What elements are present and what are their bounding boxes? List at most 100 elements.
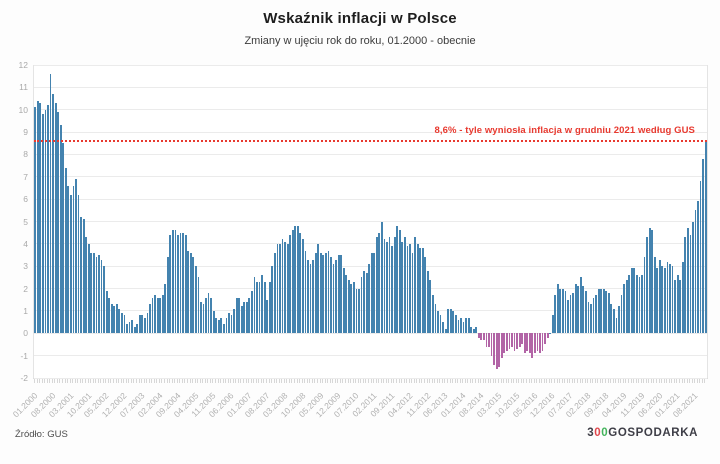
x-axis-tick — [235, 379, 237, 383]
gridline — [34, 377, 707, 379]
bar — [669, 263, 671, 334]
x-axis-tick — [227, 379, 229, 383]
gridline — [34, 221, 707, 222]
gridline — [34, 332, 707, 334]
bar — [230, 315, 233, 334]
x-axis-tick — [286, 379, 288, 383]
bar — [579, 277, 582, 334]
x-axis-tick — [431, 379, 433, 383]
bar — [439, 315, 442, 334]
x-axis-tick — [44, 379, 46, 383]
bar — [202, 304, 205, 334]
x-axis-tick — [684, 379, 686, 383]
x-axis-tick — [258, 379, 260, 383]
x-axis-tick — [171, 379, 173, 383]
x-axis-tick — [556, 379, 558, 383]
bar — [322, 255, 325, 334]
bar — [235, 297, 238, 334]
gridline — [34, 176, 707, 178]
x-axis-tick — [564, 379, 566, 383]
x-axis-tick — [204, 379, 206, 383]
x-axis-tick — [559, 379, 561, 383]
bar — [34, 107, 37, 334]
bar — [138, 315, 141, 334]
x-axis-tick — [533, 379, 535, 383]
x-axis-tick — [671, 379, 673, 383]
bar — [177, 234, 179, 334]
bar — [699, 181, 702, 334]
x-axis-tick — [41, 379, 43, 383]
bar — [625, 279, 628, 334]
x-axis-tick — [390, 379, 392, 383]
bar — [551, 315, 554, 334]
x-axis-tick — [444, 379, 446, 383]
bar — [702, 158, 705, 334]
x-axis-tick — [54, 379, 56, 383]
bar — [261, 275, 264, 334]
bar — [268, 281, 271, 334]
bar — [317, 243, 320, 334]
bar — [98, 255, 100, 334]
x-axis-tick — [192, 379, 194, 383]
x-axis-tick — [418, 379, 420, 383]
x-axis-tick — [97, 379, 99, 383]
x-axis-tick — [230, 379, 232, 383]
bar — [281, 239, 284, 334]
bar — [432, 295, 434, 334]
bar — [273, 252, 276, 334]
bar — [319, 252, 322, 334]
bar — [630, 268, 633, 334]
bar — [564, 290, 567, 334]
bar — [304, 250, 307, 334]
x-axis-tick — [561, 379, 563, 383]
x-axis-tick — [668, 379, 670, 383]
bar — [166, 257, 169, 334]
x-axis-tick — [503, 379, 505, 383]
bar — [572, 293, 575, 334]
bar — [276, 243, 279, 334]
bar — [406, 246, 409, 334]
bar — [67, 185, 70, 334]
bar — [597, 288, 600, 334]
x-axis-tick — [141, 379, 143, 383]
bar — [403, 237, 406, 334]
bar — [694, 210, 697, 334]
x-axis-tick — [39, 379, 41, 383]
x-axis-tick — [347, 379, 349, 383]
bar — [605, 290, 608, 334]
bar — [207, 293, 210, 334]
bar — [131, 319, 134, 334]
bar — [584, 290, 587, 334]
bar — [136, 324, 139, 334]
bar — [373, 252, 376, 334]
bar — [149, 304, 151, 334]
x-axis-tick — [243, 379, 245, 383]
bar — [574, 284, 577, 334]
x-axis-tick — [640, 379, 642, 383]
bar — [169, 234, 172, 334]
x-axis-tick — [291, 379, 293, 383]
bar — [490, 333, 493, 356]
bar — [189, 252, 192, 334]
bar — [454, 315, 457, 334]
bar — [47, 105, 49, 334]
bar — [536, 333, 539, 352]
x-axis-tick — [482, 379, 484, 383]
y-tick-label: 12 — [18, 60, 28, 70]
x-axis-tick — [678, 379, 680, 383]
x-axis-tick — [288, 379, 290, 383]
x-axis-tick — [401, 379, 403, 383]
x-axis-tick — [87, 379, 89, 383]
x-axis-tick — [319, 379, 321, 383]
y-tick-label: 7 — [23, 171, 28, 182]
x-axis-tick — [388, 379, 390, 383]
x-axis-tick — [62, 379, 64, 383]
bar — [368, 263, 371, 334]
y-tick-label: 3 — [23, 261, 28, 272]
gridline — [34, 355, 707, 357]
bar — [299, 232, 302, 334]
x-axis-tick — [214, 379, 216, 383]
y-tick-label: 1 — [23, 305, 28, 316]
bar — [128, 322, 131, 334]
x-axis-tick — [260, 379, 262, 383]
